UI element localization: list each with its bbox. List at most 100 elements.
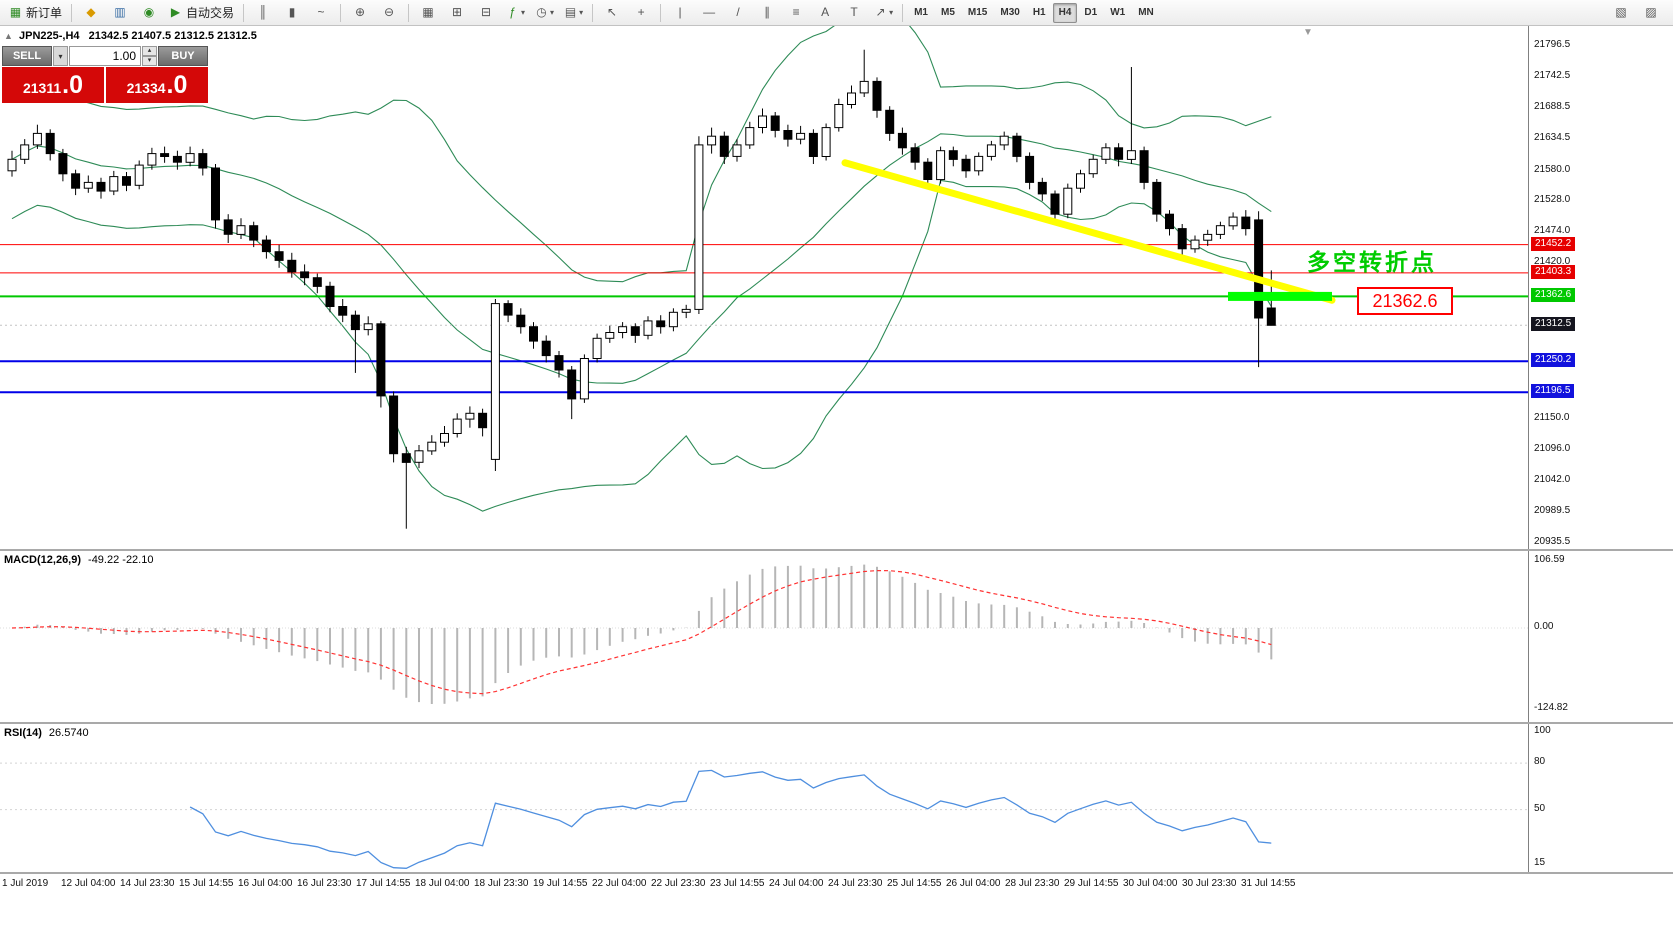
fibonacci-button[interactable]: ≡ [782, 2, 810, 24]
rsi-pane-canvas[interactable] [0, 724, 1528, 872]
vertical-line-button[interactable]: | [666, 2, 694, 24]
macd-pane-canvas[interactable] [0, 551, 1528, 722]
time-axis-label: 28 Jul 23:30 [1005, 878, 1060, 889]
sell-button[interactable]: SELL [2, 46, 52, 66]
macd-pane-label: MACD(12,26,9) -49.22 -22.10 [4, 554, 153, 566]
price-annotation-box[interactable]: 21362.6 [1357, 287, 1453, 315]
arrange-windows-icon: ⊟ [481, 5, 492, 19]
navigator-button[interactable]: ◉ [135, 2, 163, 24]
label-tool-button[interactable]: T [840, 2, 868, 24]
main-chart-canvas[interactable] [0, 26, 1528, 549]
navigator-icon: ◉ [143, 5, 155, 19]
pane-splitter[interactable] [0, 722, 1673, 724]
autotrading-button[interactable]: ▶ 自动交易 [164, 2, 238, 24]
pane-splitter[interactable] [0, 872, 1673, 874]
metaeditor-button[interactable]: ◆ [77, 2, 105, 24]
time-axis-label: 17 Jul 14:55 [356, 878, 411, 889]
time-axis-label: 16 Jul 23:30 [297, 878, 352, 889]
rsi-axis-label: 15 [1534, 857, 1546, 868]
pane-splitter[interactable] [0, 549, 1673, 551]
macd-axis-label: -124.82 [1534, 702, 1568, 713]
buy-price-button[interactable]: 21334 .0 [106, 67, 208, 103]
chart-title: ▲ JPN225-,H4 21342.5 21407.5 21312.5 213… [4, 30, 257, 42]
macd-axis-label: 0.00 [1534, 621, 1554, 632]
cascade-windows-icon: ⊞ [452, 5, 463, 19]
time-axis-label: 29 Jul 14:55 [1064, 878, 1119, 889]
price-line-badge: 21250.2 [1531, 353, 1576, 367]
candlestick-chart-button[interactable]: ▮ [278, 2, 306, 24]
label-tool-icon: T [850, 5, 858, 19]
data-window-button[interactable]: ▥ [106, 2, 134, 24]
time-axis-label: 26 Jul 04:00 [946, 878, 1001, 889]
buy-button[interactable]: BUY [158, 46, 208, 66]
volume-input[interactable] [69, 46, 141, 66]
timeframe-m5-button[interactable]: M5 [941, 7, 955, 18]
zoom-in-icon: ⊕ [355, 5, 366, 19]
chevron-down-icon: ▾ [521, 8, 526, 17]
buy-price-main: 21334 [126, 80, 166, 96]
sell-price-button[interactable]: 21311 .0 [2, 67, 104, 103]
trendline-button[interactable]: / [724, 2, 752, 24]
chart-scroll-marker-icon[interactable]: ▼ [1303, 27, 1313, 38]
window-list-button[interactable]: ▨ [1637, 2, 1665, 24]
time-axis-label: 1 Jul 2019 [2, 878, 49, 889]
timeframe-m30-button[interactable]: M30 [1000, 7, 1020, 18]
timeframe-m15-button[interactable]: M15 [967, 7, 988, 18]
cascade-windows-button[interactable]: ⊞ [443, 2, 471, 24]
periods-button[interactable]: ◷ ▾ [530, 2, 558, 24]
templates-button[interactable]: ▤ ▾ [559, 2, 587, 24]
vertical-line-icon: | [678, 5, 682, 19]
new-chart-window-button[interactable]: ▧ [1607, 2, 1635, 24]
time-axis[interactable]: 1 Jul 2019 12 Jul 04:00 14 Jul 23:30 15 Jul… [0, 874, 1528, 948]
bar-chart-button[interactable]: ║ [249, 2, 277, 24]
sell-price-pips: .0 [62, 71, 84, 99]
volume-down-button[interactable]: ▾ [142, 56, 157, 66]
price-axis[interactable]: 21796.5 21742.5 21688.5 21634.5 21580.0 21528… [1528, 26, 1673, 874]
channel-button[interactable]: ∥ [753, 2, 781, 24]
price-axis-label: 21796.5 [1534, 39, 1571, 50]
indicators-button[interactable]: ƒ ▾ [501, 2, 529, 24]
time-axis-label: 18 Jul 23:30 [474, 878, 529, 889]
cursor-button[interactable]: ↖ [598, 2, 626, 24]
indicators-icon: ƒ [509, 5, 516, 19]
turning-point-annotation[interactable]: 多空转折点 [1307, 249, 1437, 275]
timeframe-w1-button[interactable]: W1 [1110, 7, 1126, 18]
line-chart-button[interactable]: ~ [307, 2, 335, 24]
arrange-windows-button[interactable]: ⊟ [472, 2, 500, 24]
time-axis-label: 30 Jul 23:30 [1182, 878, 1237, 889]
price-axis-label: 20935.5 [1534, 536, 1571, 547]
channel-icon: ∥ [764, 5, 771, 19]
toolbar-separator [71, 3, 73, 22]
new-order-button[interactable]: ▦ 新订单 [4, 2, 66, 24]
rsi-axis-label: 50 [1534, 803, 1546, 814]
horizontal-line-icon: — [703, 5, 716, 19]
macd-indicator-name: MACD(12,26,9) [4, 554, 82, 566]
timeframe-d1-button[interactable]: D1 [1084, 7, 1098, 18]
timeframe-m1-button[interactable]: M1 [914, 7, 928, 18]
timeframe-mn-button[interactable]: MN [1138, 7, 1154, 18]
tile-windows-button[interactable]: ▦ [414, 2, 442, 24]
crosshair-button[interactable]: + [627, 2, 655, 24]
toolbar-separator [243, 3, 245, 22]
price-axis-label: 21528.0 [1534, 194, 1571, 205]
time-axis-label: 23 Jul 14:55 [710, 878, 765, 889]
zoom-out-button[interactable]: ⊖ [375, 2, 403, 24]
fibonacci-icon: ≡ [792, 5, 800, 19]
time-axis-label: 18 Jul 04:00 [415, 878, 470, 889]
arrows-tool-icon: ↗ [875, 5, 886, 19]
price-axis-label: 21634.5 [1534, 132, 1571, 143]
metaeditor-icon: ◆ [86, 5, 96, 19]
volume-up-button[interactable]: ▴ [142, 46, 157, 56]
order-type-dropdown[interactable]: ▾ [53, 46, 68, 66]
arrows-tool-button[interactable]: ↗ ▾ [869, 2, 897, 24]
timeframe-h4-button[interactable]: H4 [1052, 2, 1078, 23]
window-list-icon: ▨ [1645, 5, 1657, 19]
timeframe-h1-button[interactable]: H1 [1032, 7, 1046, 18]
text-tool-button[interactable]: A [811, 2, 839, 24]
time-axis-label: 14 Jul 23:30 [120, 878, 175, 889]
new-order-label: 新订单 [26, 6, 63, 20]
zoom-in-button[interactable]: ⊕ [346, 2, 374, 24]
rsi-axis-label: 80 [1534, 756, 1546, 767]
horizontal-line-button[interactable]: — [695, 2, 723, 24]
panel-collapse-icon[interactable]: ▲ [4, 31, 13, 41]
